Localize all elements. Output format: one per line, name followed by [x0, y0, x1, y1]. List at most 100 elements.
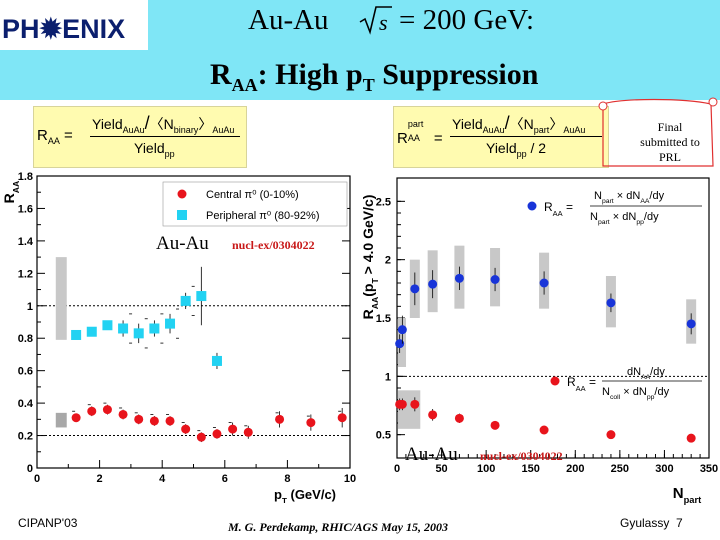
- y-tick-label: 1.6: [18, 203, 33, 215]
- central-point: [243, 427, 253, 437]
- footer-presenter-name: Gyulassy: [620, 516, 670, 530]
- central-norm-band: [55, 412, 67, 428]
- raa-part-npart-sub: part: [533, 124, 550, 135]
- y-axis-label: RAA: [1, 180, 21, 203]
- peripheral-norm-band: [55, 257, 67, 340]
- peripheral-point: [165, 318, 176, 329]
- raa-formula-lhs: RAA =: [37, 127, 73, 146]
- legend-coll-lhs: RAA =: [567, 375, 596, 393]
- peripheral-point: [102, 320, 113, 331]
- part-point: [539, 278, 549, 288]
- coll-point: [606, 430, 616, 440]
- sqrt-s-symbol: s: [358, 4, 392, 37]
- legend-part-lhs: RAA =: [544, 200, 573, 218]
- title-energy: = 200 GeV:: [399, 4, 535, 36]
- central-point: [228, 424, 238, 434]
- central-point: [102, 405, 112, 415]
- y-tick-label: 1.2: [18, 268, 33, 280]
- central-point: [118, 409, 128, 419]
- peripheral-point: [71, 329, 82, 340]
- raa-ncoll-sub2: AuAu: [212, 124, 235, 135]
- coll-point: [428, 410, 438, 420]
- legend-marker-part: [527, 201, 537, 211]
- legend-marker-central: [177, 189, 187, 199]
- peripheral-point: [149, 323, 160, 334]
- raa-den-yield: Yield: [134, 140, 165, 156]
- peripheral-point: [118, 323, 129, 334]
- x-tick-label: 150: [522, 463, 540, 475]
- part-point: [606, 298, 616, 308]
- title-raa-sub: AA: [231, 75, 258, 95]
- raa-num-sub: AuAu: [122, 124, 145, 135]
- footer-presenter: Gyulassy 7: [620, 516, 683, 530]
- raa-part-npart: 〈N: [509, 116, 534, 132]
- raa-part-num-yield: Yield: [452, 116, 483, 132]
- central-point: [87, 406, 97, 416]
- raa-formula-numerator: YieldAuAu/〈Nbinary〉AuAu: [92, 113, 235, 135]
- part-point: [395, 339, 405, 349]
- sqrt-icon: s: [359, 6, 392, 35]
- part-point: [454, 273, 464, 283]
- phenix-logo: PH✹ENIX: [0, 0, 148, 50]
- legend-left-box: [162, 181, 348, 227]
- y-tick-label: 0.2: [18, 431, 33, 443]
- chart-annotation-reference: nucl-ex/0304022: [480, 449, 563, 463]
- y-tick-label: 0.6: [18, 366, 33, 378]
- legend-marker-peripheral: [177, 210, 187, 220]
- y-tick-label: 0.5: [376, 430, 391, 442]
- raa-fraction-line: [90, 136, 240, 137]
- central-point: [181, 424, 191, 434]
- title-system: Au-Au: [248, 4, 329, 36]
- title-suppression: Suppression: [374, 58, 539, 91]
- raa-den-sub: pp: [164, 148, 175, 159]
- central-point: [149, 416, 159, 426]
- chart-annotation-system: Au-Au: [405, 444, 458, 465]
- chart-annotation-reference: nucl-ex/0304022: [232, 238, 315, 252]
- x-tick-label: 350: [700, 463, 718, 475]
- central-point: [71, 413, 81, 423]
- peripheral-point: [196, 291, 207, 302]
- raa-part-den-div: / 2: [526, 140, 547, 156]
- raa-part-npart-end: 〉: [549, 116, 564, 132]
- title-line-1: Au-Au s = 200 GeV:: [248, 4, 534, 37]
- logo-text: PH✹ENIX: [2, 14, 126, 44]
- central-point: [337, 413, 347, 423]
- raa-lhs-r: R: [37, 127, 48, 144]
- plot-frame-right: [396, 177, 710, 459]
- raa-part-den-yield: Yield: [486, 140, 517, 156]
- title-line-2: RAA: High pT Suppression: [210, 58, 538, 96]
- x-tick-label: 300: [655, 463, 673, 475]
- part-point: [686, 319, 696, 329]
- legend-label-peripheral: Peripheral π⁰ (80-92%): [206, 210, 320, 222]
- coll-point: [397, 399, 407, 409]
- x-tick-label: 0: [394, 463, 400, 475]
- footer-conference: CIPANP'03: [18, 516, 78, 530]
- x-axis-label: Npart: [673, 485, 701, 505]
- central-point: [165, 416, 175, 426]
- x-tick-label: 200: [566, 463, 584, 475]
- svg-text:s: s: [379, 10, 388, 35]
- raa-ncoll-sub: binary: [173, 124, 199, 135]
- note-text: Final submitted to PRL: [640, 120, 700, 164]
- part-point: [410, 284, 420, 294]
- raa-part-lhs-r: R: [397, 130, 408, 147]
- y-axis-label: RAA(pT > 4.0 GeV/c): [360, 195, 380, 320]
- raa-ncoll: 〈N: [149, 116, 174, 132]
- raa-formula-denominator: Yieldpp: [134, 140, 175, 159]
- raa-formula-box: RAA = YieldAuAu/〈Nbinary〉AuAu Yieldpp: [33, 106, 247, 168]
- title-high-p: : High p: [257, 58, 363, 91]
- y-tick-label: 1: [27, 301, 33, 313]
- x-tick-label: 250: [611, 463, 629, 475]
- x-tick-label: 2: [97, 473, 103, 485]
- part-point: [428, 279, 438, 289]
- y-tick-label: 0.8: [18, 333, 33, 345]
- raa-part-npart-sub2: AuAu: [563, 124, 586, 135]
- legend-coll-numerator: dNAA/dy: [627, 366, 665, 381]
- y-tick-label: 0: [27, 463, 33, 475]
- legend-label-central: Central π⁰ (0-10%): [206, 189, 299, 201]
- title-raa-r: R: [210, 58, 232, 91]
- raa-part-denominator: Yieldpp / 2: [486, 140, 546, 159]
- peripheral-point: [86, 326, 97, 337]
- central-point: [212, 429, 222, 439]
